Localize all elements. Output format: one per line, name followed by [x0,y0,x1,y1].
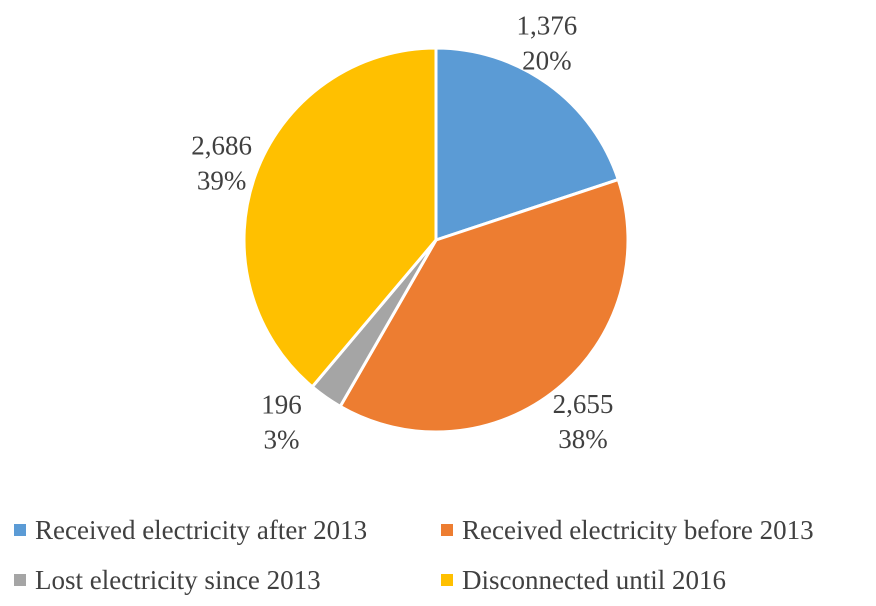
legend-swatch-disconnected-until-2016 [441,574,453,586]
legend-item-received-after-2013: Received electricity after 2013 [14,510,367,550]
data-label-lost-electricity-since-2013: 196 3% [261,390,302,455]
legend-label-received-after-2013: Received electricity after 2013 [35,514,368,545]
data-label-received-electricity-after-2013: 1,376 20% [517,11,578,76]
data-label-percent: 38% [558,424,608,454]
legend-item-received-before-2013: Received electricity before 2013 [441,510,814,550]
legend-swatch-lost-since-2013 [14,574,26,586]
data-label-value: 196 [261,390,302,420]
legend-label-received-before-2013: Received electricity before 2013 [462,514,814,545]
pie-chart: 1,376 20%2,655 38%196 3%2,686 39% [191,11,630,455]
legend-swatch-received-before-2013 [441,524,453,536]
pie-slice-received-electricity-after-2013 [434,46,620,242]
data-label-percent: 39% [197,165,247,195]
data-label-disconnected-until-2016: 2,686 39% [191,130,252,195]
legend-label-lost-since-2013: Lost electricity since 2013 [35,564,321,595]
legend-item-disconnected-until-2016: Disconnected until 2016 [441,560,726,600]
data-label-value: 2,686 [191,130,252,160]
pie-slices [242,46,630,434]
legend-swatch-received-after-2013 [14,524,26,536]
pie-slice-received-electricity-before-2013 [338,178,630,434]
data-label-received-electricity-before-2013: 2,655 38% [553,389,614,454]
chart-legend: Received electricity after 2013 Received… [0,500,876,600]
data-label-value: 1,376 [517,11,578,41]
data-label-value: 2,655 [553,389,614,419]
legend-item-lost-since-2013: Lost electricity since 2013 [14,560,321,600]
legend-label-disconnected-until-2016: Disconnected until 2016 [462,564,726,595]
pie-data-labels: 1,376 20%2,655 38%196 3%2,686 39% [191,11,613,455]
pie-slice-disconnected-until-2016 [242,46,438,389]
data-label-percent: 20% [522,46,572,76]
data-label-percent: 3% [263,425,299,455]
